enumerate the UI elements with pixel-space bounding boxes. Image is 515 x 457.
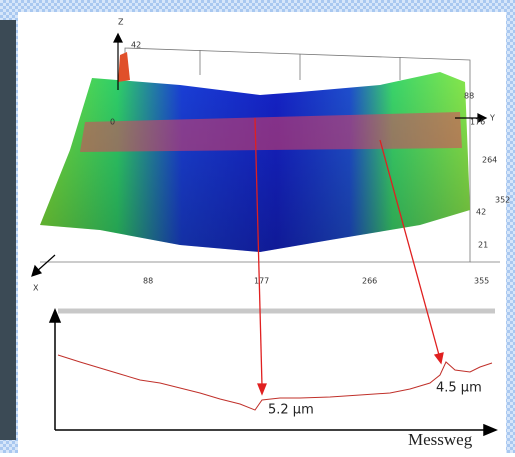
surface-shade <box>40 72 470 252</box>
x-tick: 266 <box>362 277 377 286</box>
z-tick: 21 <box>478 241 488 250</box>
x-tick: 355 <box>474 277 489 286</box>
side-strip <box>0 20 16 440</box>
y-tick: 264 <box>482 156 497 165</box>
z-top: 42 <box>131 41 141 50</box>
figure: Z 42 0 X Y 88 177 266 355 88 176 264 352… <box>0 0 515 453</box>
page: Z 42 0 X Y 88 177 266 355 88 176 264 352… <box>0 0 515 453</box>
z-tick: 42 <box>476 208 486 217</box>
y-tick: 88 <box>464 92 474 101</box>
x-label: X <box>33 284 39 293</box>
z-label: Z <box>118 18 124 27</box>
x-tick: 177 <box>254 277 269 286</box>
axis-label: Messweg <box>408 430 473 449</box>
x-tick: 88 <box>143 277 153 286</box>
y-tick: 352 <box>495 196 510 205</box>
y-tick: 176 <box>470 118 485 127</box>
y-label: Y <box>489 114 495 123</box>
annotation: 5.2 µm <box>268 403 314 418</box>
annotation: 4.5 µm <box>436 381 482 396</box>
zero-label: 0 <box>110 118 115 127</box>
